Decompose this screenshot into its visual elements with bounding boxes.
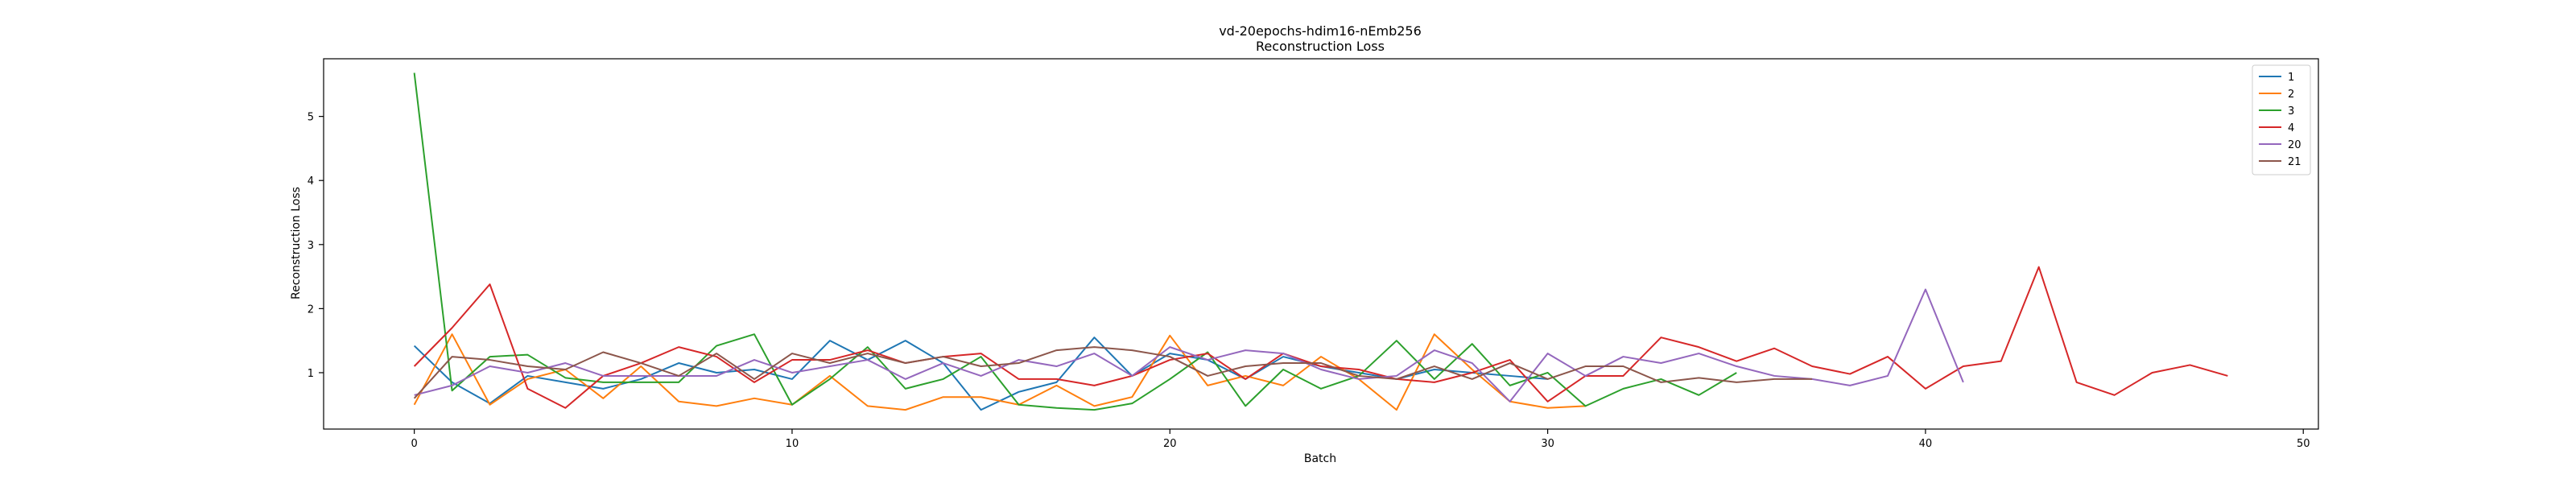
y-axis-label: Reconstruction Loss xyxy=(290,187,303,299)
legend-label-21: 21 xyxy=(2288,156,2301,168)
series-line-3 xyxy=(413,72,1737,411)
chart-title: vd-20epochs-hdim16-nEmb256 xyxy=(1219,23,1422,39)
legend-label-4: 4 xyxy=(2288,122,2294,134)
x-axis-label: Batch xyxy=(1304,452,1336,465)
chart-subtitle: Reconstruction Loss xyxy=(1256,39,1385,54)
x-tick-label: 10 xyxy=(786,438,799,450)
legend-label-2: 2 xyxy=(2288,89,2294,101)
series-line-2 xyxy=(413,333,1586,411)
x-tick-label: 0 xyxy=(411,438,417,450)
x-tick-label: 40 xyxy=(1919,438,1933,450)
plot-area: 0 10 20 30 40 50 1 2 3 4 5 xyxy=(308,58,2319,450)
series-line-20 xyxy=(414,288,1964,402)
x-tick-label: 20 xyxy=(1163,438,1177,450)
legend-label-20: 20 xyxy=(2288,139,2301,151)
legend: 1 2 3 4 20 21 xyxy=(2252,64,2311,175)
series-line-4 xyxy=(413,266,2228,409)
series-line-21 xyxy=(413,346,1813,399)
legend-box xyxy=(2252,64,2311,175)
plot-frame xyxy=(323,58,2319,430)
y-tick-label: 5 xyxy=(308,112,314,124)
y-tick-label: 4 xyxy=(308,175,314,188)
series-line-1 xyxy=(413,336,1548,411)
y-tick-label: 2 xyxy=(308,303,314,316)
x-tick-label: 30 xyxy=(1541,438,1554,450)
y-tick-label: 3 xyxy=(308,240,314,252)
x-tick-label: 50 xyxy=(2297,438,2310,450)
legend-label-3: 3 xyxy=(2288,105,2294,118)
y-tick-label: 1 xyxy=(308,368,314,380)
legend-label-1: 1 xyxy=(2288,72,2294,84)
